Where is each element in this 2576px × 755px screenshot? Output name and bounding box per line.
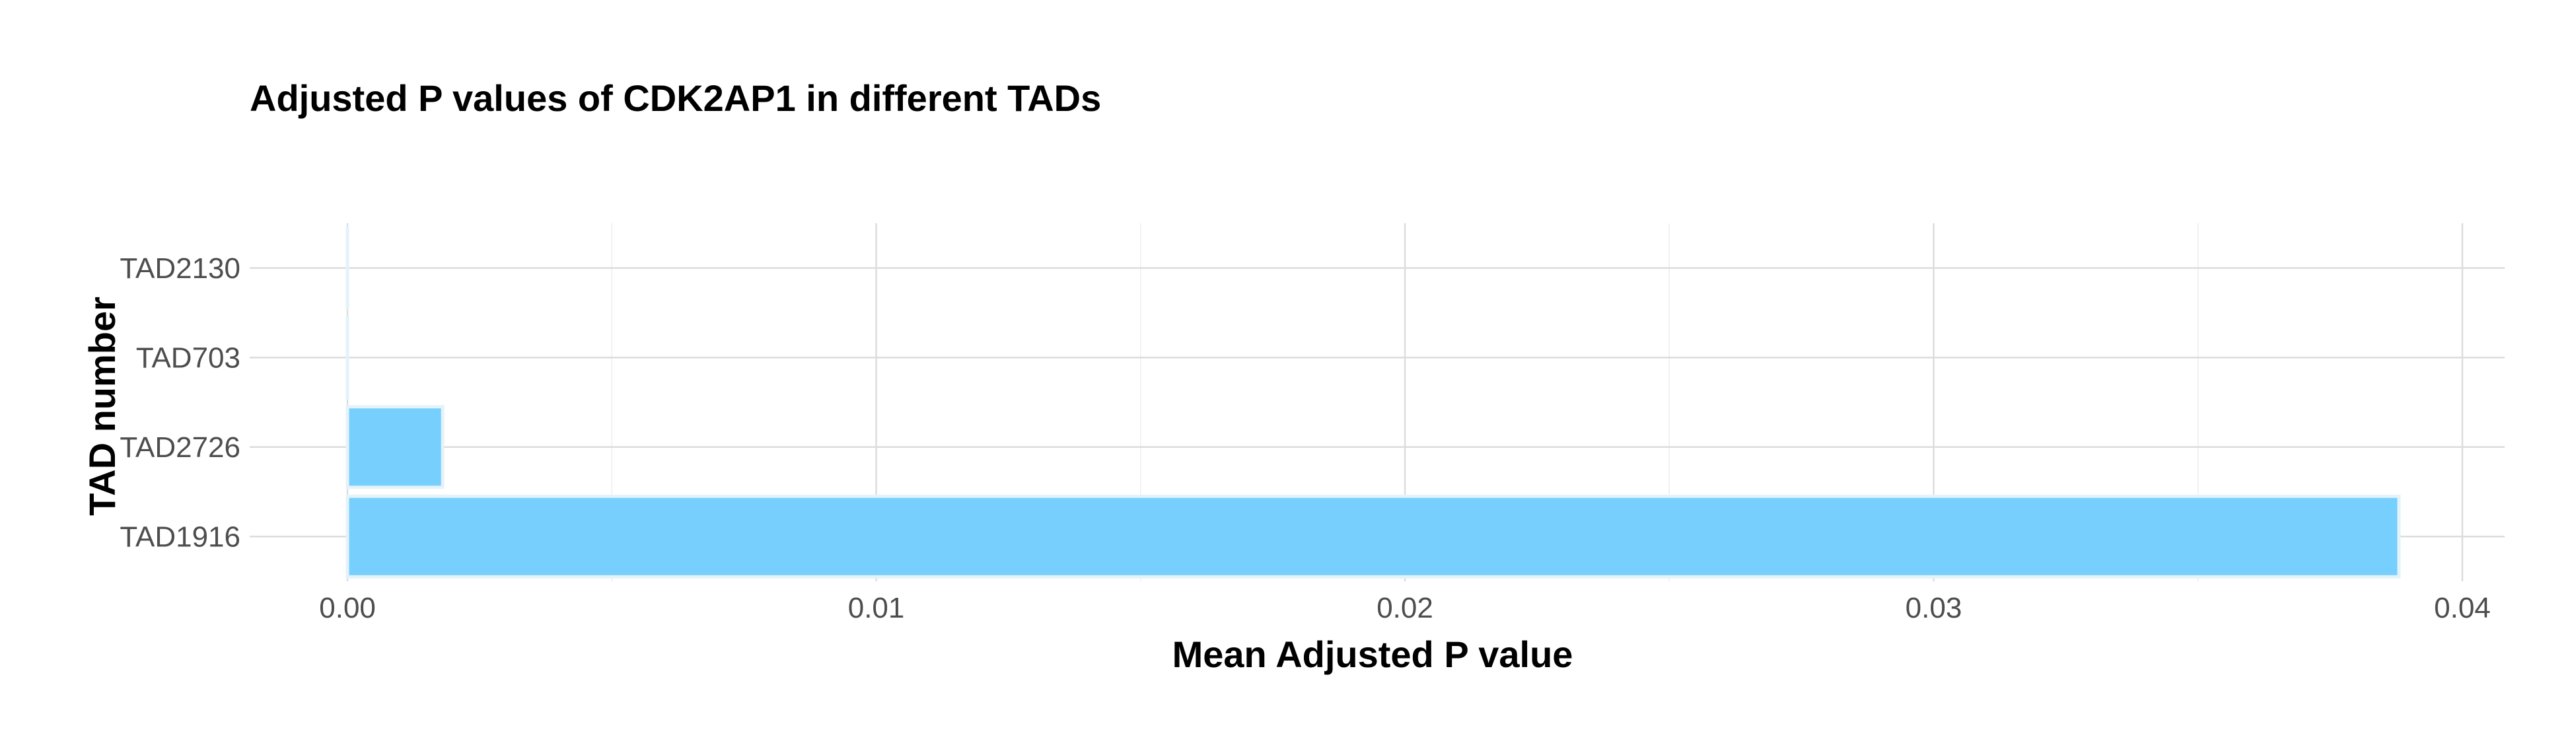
y-tick-label: TAD2130	[120, 252, 240, 285]
y-tick-label: TAD1916	[120, 521, 240, 553]
x-axis-title: Mean Adjusted P value	[1172, 633, 1573, 675]
bar-tad1916	[347, 496, 2399, 577]
y-tick-label: TAD2726	[120, 431, 240, 464]
chart-title: Adjusted P values of CDK2AP1 in differen…	[250, 77, 1101, 119]
x-tick-label: 0.00	[319, 592, 376, 624]
x-tick-label: 0.01	[848, 592, 905, 624]
x-tick-label: 0.04	[2434, 592, 2491, 624]
x-tick-label: 0.03	[1906, 592, 1962, 624]
x-tick-label: 0.02	[1377, 592, 1433, 624]
y-axis-title: TAD number	[81, 297, 123, 516]
y-tick-label: TAD703	[136, 342, 240, 374]
bar-tad2726	[347, 407, 443, 487]
